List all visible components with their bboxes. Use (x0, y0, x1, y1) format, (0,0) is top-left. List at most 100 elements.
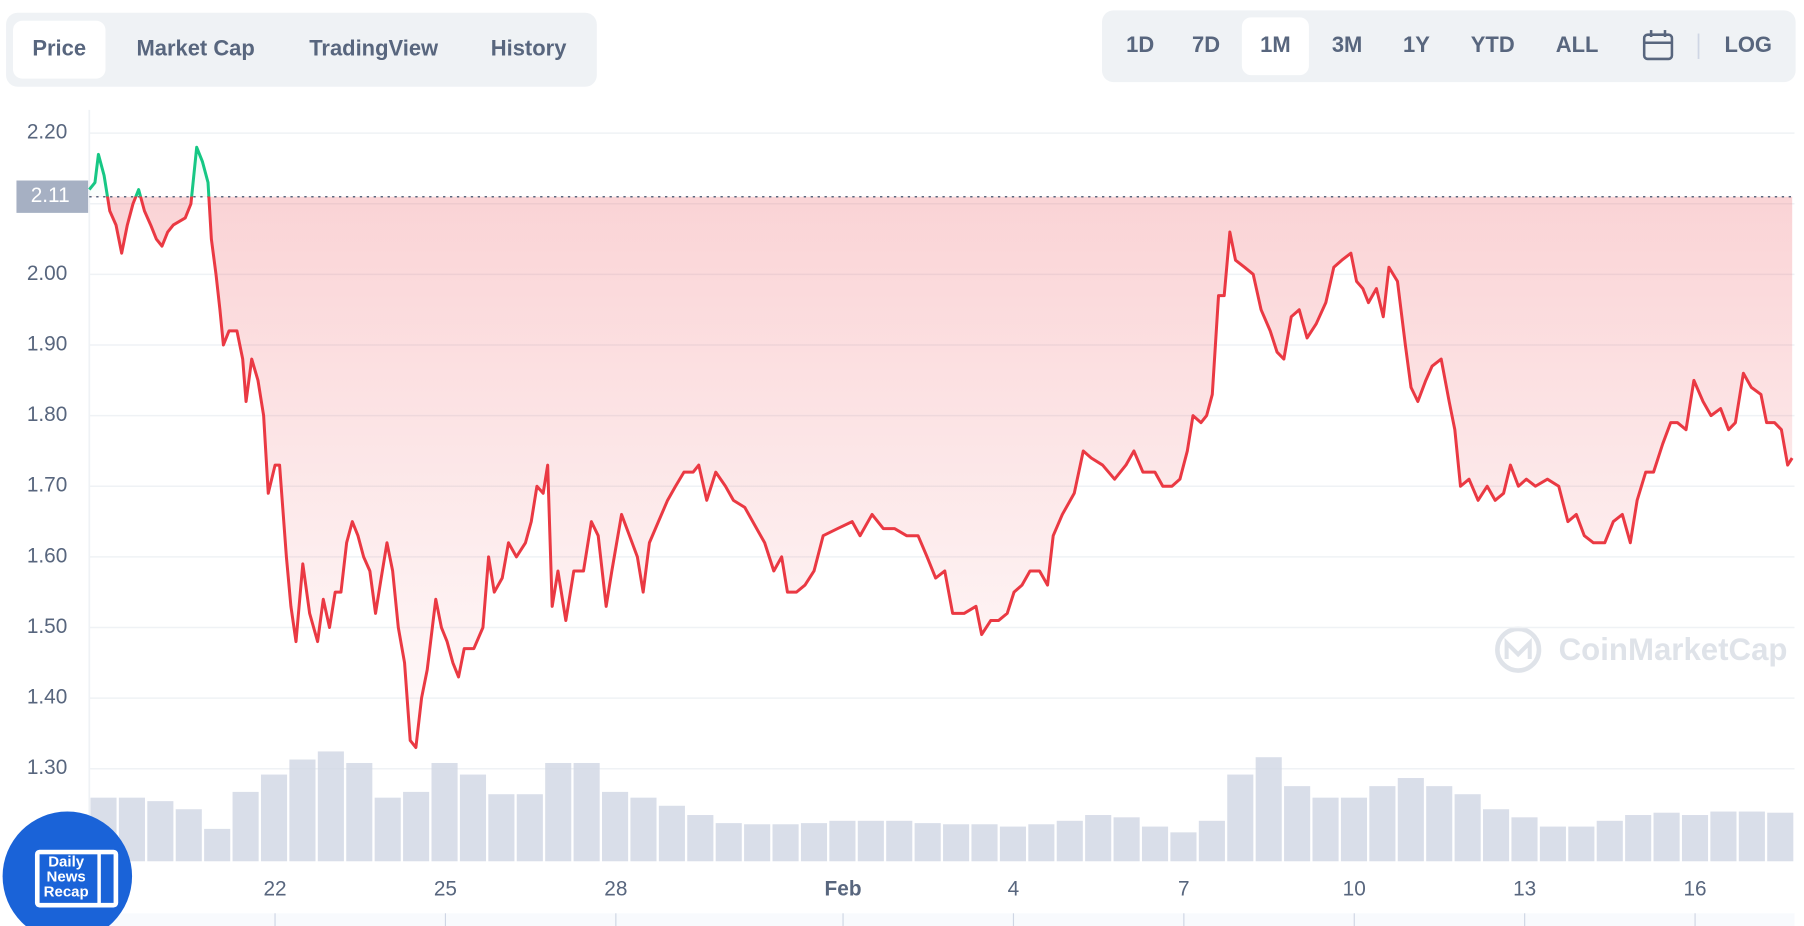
volume-bar (1539, 826, 1566, 862)
y-tick-label: 1.60 (27, 544, 67, 567)
range-button[interactable]: 3M (1332, 32, 1363, 57)
y-tick-label: 1.30 (27, 756, 67, 779)
volume-bar (1227, 774, 1254, 862)
range-button[interactable]: YTD (1471, 32, 1515, 57)
volume-bar (1426, 786, 1453, 862)
volume-bar (1710, 811, 1737, 862)
volume-bar (1312, 797, 1339, 862)
x-axis-band (89, 913, 1795, 926)
volume-bar (403, 791, 430, 862)
tab[interactable]: Market Cap (136, 36, 254, 61)
volume-bar (943, 824, 970, 862)
volume-bar (1483, 809, 1510, 862)
watermark: CoinMarketCap (1495, 626, 1788, 673)
volume-bar (630, 797, 657, 862)
volume-bar (1141, 826, 1169, 862)
volume-bar (545, 762, 572, 862)
volume-bar (1369, 786, 1396, 862)
y-tick-label: 1.70 (27, 474, 67, 497)
calendar-icon[interactable] (1642, 30, 1674, 61)
x-tick-label: 28 (604, 878, 627, 901)
badge-text: Daily (48, 853, 85, 870)
x-tick-label: 22 (263, 878, 286, 901)
volume-bar (1170, 832, 1197, 862)
volume-bar (857, 820, 884, 862)
volume-bar (658, 805, 685, 862)
volume-bar (1085, 815, 1112, 862)
log-toggle[interactable]: LOG (1724, 32, 1772, 57)
badge-text: News (47, 868, 86, 885)
volume-bar (488, 794, 515, 862)
x-tick-label: 4 (1008, 878, 1020, 901)
x-tick-label: 10 (1343, 878, 1366, 901)
volume-bar (1198, 820, 1225, 862)
volume-bar (744, 824, 771, 862)
volume-bar (1454, 794, 1481, 862)
volume-bar (573, 762, 600, 862)
x-tick-label: 7 (1178, 878, 1190, 901)
y-tick-label: 1.50 (27, 615, 67, 638)
volume-bar (1767, 812, 1794, 862)
volume-bar (1625, 815, 1652, 862)
x-tick-label: 25 (434, 878, 457, 901)
tab-group (6, 12, 597, 87)
volume-bar (459, 774, 487, 862)
volume-bar (175, 809, 202, 862)
y-tick-label: 1.40 (27, 686, 67, 709)
tab[interactable]: History (491, 36, 567, 61)
volume-bar (829, 820, 856, 862)
badge-text: Recap (44, 883, 89, 900)
watermark-text: CoinMarketCap (1559, 632, 1788, 667)
volume-bar (232, 791, 259, 862)
volume-bar (800, 823, 828, 862)
x-tick-label: 13 (1513, 878, 1536, 901)
volume-bar (886, 820, 913, 862)
volume-bar (1255, 757, 1282, 862)
range-button[interactable]: 1Y (1403, 32, 1430, 57)
y-tick-label: 1.90 (27, 333, 67, 356)
range-button[interactable]: 7D (1192, 32, 1220, 57)
volume-bar (999, 826, 1026, 862)
reference-label: 2.11 (31, 184, 70, 207)
x-tick-label: 16 (1684, 878, 1707, 901)
volume-bar (317, 751, 344, 862)
volume-bar (1028, 824, 1055, 862)
tab[interactable]: Price (32, 36, 86, 61)
volume-bar (971, 824, 998, 862)
volume-bar (1568, 826, 1595, 862)
y-tick-label: 1.80 (27, 403, 67, 426)
volume-bar (374, 797, 401, 862)
volume-bar (147, 801, 174, 862)
volume-bar (1397, 778, 1424, 862)
volume-bar (715, 823, 742, 862)
y-tick-label: 2.20 (27, 121, 67, 144)
reference-label-bg (16, 180, 89, 213)
volume-bar (516, 794, 543, 862)
volume-bar (687, 815, 714, 862)
volume-bar (204, 828, 231, 862)
volume-bar (260, 774, 288, 862)
price-line (88, 145, 1794, 750)
range-active-bg (1241, 17, 1309, 76)
range-button[interactable]: ALL (1556, 32, 1599, 57)
x-tick-label: Feb (825, 878, 862, 901)
volume-bar (1653, 812, 1680, 862)
tab-active-bg (12, 20, 106, 79)
volume-bar (914, 823, 941, 862)
range-button[interactable]: 1D (1126, 32, 1154, 57)
volume-bar (431, 762, 458, 862)
range-button[interactable]: 1M (1260, 32, 1291, 57)
plot: 1.301.401.501.601.701.801.902.002.102.20… (16, 109, 1795, 926)
volume-bar (1284, 786, 1311, 862)
tab[interactable]: TradingView (309, 36, 439, 61)
volume-bar (1596, 820, 1623, 862)
volume-bar (1113, 817, 1140, 862)
volume-bar (346, 762, 373, 862)
volume-bar (602, 791, 629, 862)
volume-bar (1056, 820, 1083, 862)
volume-bar (1681, 815, 1709, 862)
volume-bar (1340, 797, 1368, 862)
volume-bar (289, 759, 316, 862)
